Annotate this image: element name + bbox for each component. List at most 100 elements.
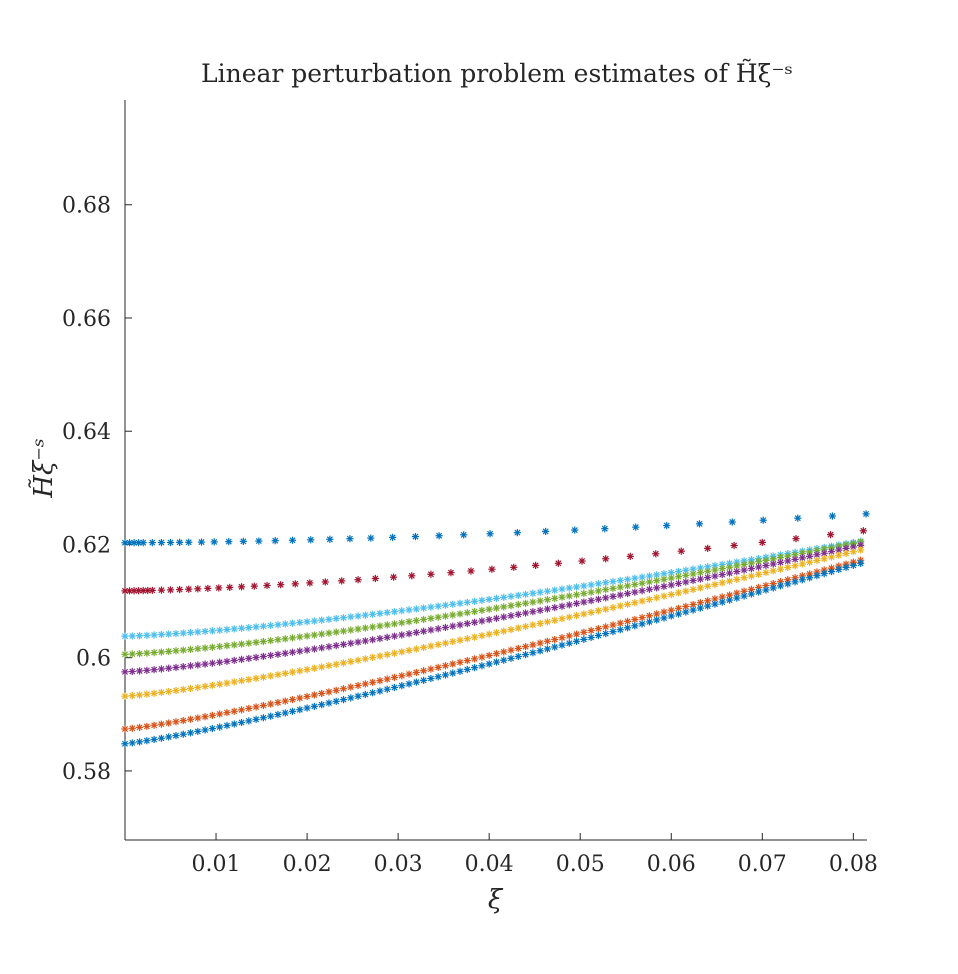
data-point bbox=[427, 642, 435, 650]
data-point bbox=[485, 630, 493, 638]
data-point bbox=[121, 632, 129, 640]
data-point bbox=[441, 623, 450, 632]
data-point bbox=[135, 632, 144, 640]
data-point bbox=[711, 572, 719, 580]
data-point bbox=[172, 663, 180, 672]
data-point bbox=[725, 596, 734, 604]
data-point bbox=[143, 631, 151, 639]
data-point bbox=[390, 649, 399, 657]
data-point bbox=[791, 551, 799, 559]
data-point bbox=[172, 718, 180, 726]
data-point bbox=[259, 622, 267, 630]
data-point bbox=[245, 624, 253, 632]
x-tick-label: 0.02 bbox=[283, 852, 332, 877]
data-point bbox=[267, 651, 275, 660]
data-point bbox=[842, 563, 850, 572]
data-point bbox=[463, 656, 471, 665]
data-point bbox=[857, 546, 865, 554]
data-point bbox=[485, 595, 493, 603]
data-point bbox=[325, 629, 333, 637]
data-point bbox=[447, 569, 455, 577]
data-point bbox=[441, 612, 450, 620]
data-point bbox=[674, 573, 683, 581]
data-point bbox=[711, 580, 719, 589]
data-point bbox=[572, 591, 581, 599]
data-point bbox=[186, 628, 195, 637]
data-point bbox=[653, 594, 661, 602]
data-point bbox=[762, 586, 770, 594]
data-point bbox=[427, 570, 435, 578]
data-point bbox=[631, 622, 639, 630]
data-point bbox=[500, 593, 508, 601]
data-point bbox=[638, 620, 646, 628]
data-point bbox=[543, 618, 552, 626]
data-point bbox=[194, 727, 202, 736]
data-point bbox=[150, 735, 158, 744]
data-point bbox=[354, 612, 362, 620]
data-point bbox=[759, 516, 767, 524]
data-point bbox=[197, 538, 206, 546]
data-point bbox=[485, 651, 493, 659]
data-point bbox=[755, 570, 763, 578]
data-point bbox=[728, 518, 736, 526]
data-point bbox=[252, 703, 260, 711]
data-point bbox=[798, 576, 806, 584]
data-point bbox=[733, 567, 741, 576]
data-point bbox=[208, 627, 217, 635]
data-point bbox=[463, 635, 471, 643]
data-point bbox=[542, 527, 550, 536]
data-point bbox=[471, 655, 479, 663]
data-point bbox=[325, 615, 333, 623]
y-tick-label: 0.62 bbox=[62, 533, 111, 558]
data-markers bbox=[121, 510, 870, 748]
y-axis-label: H̃ξ⁻ˢ bbox=[28, 438, 59, 498]
data-point bbox=[172, 731, 180, 740]
data-point bbox=[245, 704, 253, 713]
data-point bbox=[434, 602, 442, 610]
data-point bbox=[565, 613, 573, 621]
data-point bbox=[857, 559, 865, 567]
data-point bbox=[747, 590, 755, 598]
y-tick-label: 0.58 bbox=[62, 760, 111, 785]
data-point bbox=[321, 578, 329, 586]
data-point bbox=[441, 662, 450, 670]
data-point bbox=[733, 589, 741, 597]
data-point bbox=[565, 632, 573, 640]
data-point bbox=[201, 627, 209, 636]
data-point bbox=[769, 567, 777, 575]
data-point bbox=[689, 606, 697, 614]
data-point bbox=[623, 617, 632, 625]
data-point bbox=[405, 630, 413, 638]
data-point bbox=[361, 655, 369, 663]
data-point bbox=[267, 621, 275, 630]
data-point bbox=[259, 714, 267, 722]
data-point bbox=[536, 606, 544, 614]
data-point bbox=[252, 674, 260, 682]
data-point bbox=[274, 621, 282, 629]
data-point bbox=[128, 667, 136, 676]
data-point bbox=[185, 585, 193, 593]
data-point bbox=[405, 606, 413, 614]
data-point bbox=[623, 575, 632, 583]
data-point bbox=[514, 624, 522, 632]
series-6 bbox=[121, 546, 865, 700]
data-point bbox=[529, 598, 537, 606]
data-point bbox=[274, 636, 282, 644]
data-point bbox=[390, 673, 399, 682]
data-point bbox=[194, 628, 202, 636]
data-point bbox=[306, 579, 314, 587]
data-point bbox=[478, 653, 486, 661]
data-point bbox=[776, 558, 785, 567]
data-point bbox=[245, 639, 253, 647]
data-point bbox=[434, 641, 442, 649]
x-tick-label: 0.08 bbox=[829, 852, 878, 877]
data-point bbox=[791, 555, 799, 564]
data-point bbox=[434, 663, 442, 671]
y-tick-label: 0.64 bbox=[62, 420, 111, 445]
data-point bbox=[572, 630, 581, 638]
data-point bbox=[201, 726, 209, 734]
data-point bbox=[632, 523, 640, 531]
data-point bbox=[711, 600, 719, 608]
data-point bbox=[663, 521, 671, 530]
data-point bbox=[225, 538, 233, 546]
